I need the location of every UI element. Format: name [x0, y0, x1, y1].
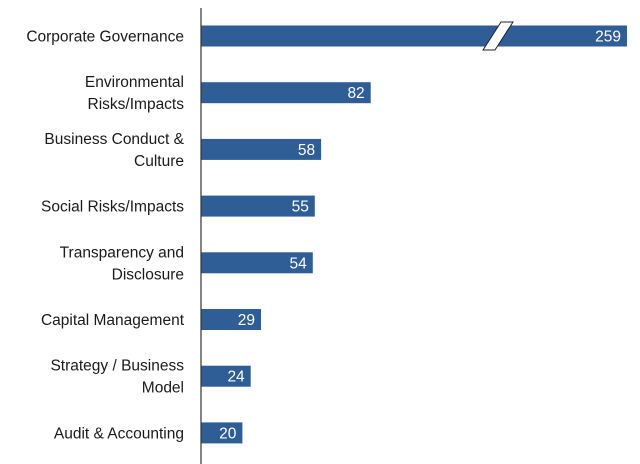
- category-label: Social Risks/Impacts: [41, 199, 184, 216]
- category-label: Audit & Accounting: [54, 425, 184, 442]
- bar-value-label: 54: [290, 255, 308, 272]
- category-label: Business Conduct & Culture: [44, 131, 184, 170]
- bar-value-label: 29: [238, 312, 255, 329]
- bar: [201, 422, 243, 444]
- category-label: Capital Management: [41, 312, 185, 329]
- bar-value-label: 24: [227, 369, 245, 386]
- bar: [201, 365, 251, 387]
- bar-value-label: 259: [595, 29, 621, 46]
- category-label: Transparency and Disclosure: [60, 244, 184, 283]
- bars-layer: 259 82 58 55 54 29 24 20: [201, 21, 627, 444]
- bar: [201, 309, 261, 330]
- category-label: Environmental Risks/Impacts: [85, 74, 184, 113]
- bar-value-label: 20: [219, 425, 237, 442]
- bar-value-label: 55: [292, 199, 309, 216]
- bar: [201, 82, 371, 104]
- bar: [201, 138, 322, 160]
- category-labels: Corporate Governance Environmental Risks/I…: [26, 29, 184, 443]
- bar: [201, 25, 627, 47]
- bar-value-label: 58: [298, 142, 315, 159]
- axis-break-marker: [482, 21, 514, 51]
- bar-value-label: 82: [347, 85, 364, 102]
- bar: [201, 252, 313, 274]
- category-label: Corporate Governance: [26, 29, 184, 46]
- bar: [201, 195, 315, 217]
- category-label: Strategy / Business Model: [50, 358, 184, 397]
